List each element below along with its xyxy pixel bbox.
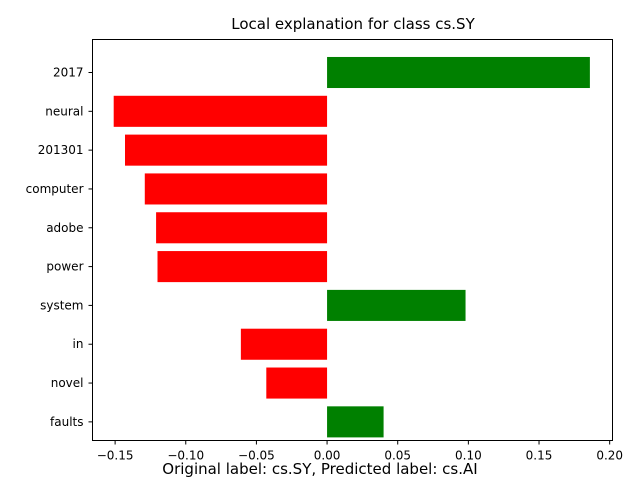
y-tick-label: faults <box>50 415 83 429</box>
chart-caption: Original label: cs.SY, Predicted label: … <box>162 460 477 478</box>
y-tick-label: 201301 <box>38 143 84 157</box>
bar-adobe <box>156 212 328 244</box>
bar-power <box>157 251 328 283</box>
bar-2017 <box>327 56 590 89</box>
x-tick-label: 0.10 <box>455 449 482 463</box>
bar-faults <box>327 406 384 438</box>
bar-computer <box>144 173 328 205</box>
bar-neural <box>113 95 328 127</box>
y-tick-label: computer <box>26 182 84 196</box>
x-tick-label: −0.15 <box>97 449 134 463</box>
y-tick-label: adobe <box>46 221 83 235</box>
y-tick-label: power <box>46 260 83 274</box>
plot-area <box>113 56 590 438</box>
y-tick-label: novel <box>51 376 84 390</box>
y-tick-label: neural <box>45 104 83 118</box>
y-axis: 2017 neural 201301 computer adobe power system… <box>26 65 93 429</box>
x-tick-label: −0.10 <box>167 449 204 463</box>
bar-in <box>240 328 328 360</box>
plot-frame <box>92 39 613 441</box>
y-tick-label: system <box>40 298 83 312</box>
bar-novel <box>266 367 328 399</box>
x-tick-label: 0.15 <box>526 449 553 463</box>
x-tick-label: 0.05 <box>384 449 411 463</box>
x-tick-label: −0.05 <box>238 449 275 463</box>
y-tick-label: 2017 <box>53 65 84 79</box>
x-tick-label: 0.00 <box>314 449 341 463</box>
x-tick-label: 0.20 <box>596 449 623 463</box>
bar-system <box>327 289 466 321</box>
y-tick-label: in <box>73 337 84 351</box>
x-axis: −0.15 −0.10 −0.05 0.00 0.05 0.10 0.15 0.20 <box>97 440 623 463</box>
chart-title: Local explanation for class cs.SY <box>231 15 475 33</box>
bar-201301 <box>125 134 328 166</box>
